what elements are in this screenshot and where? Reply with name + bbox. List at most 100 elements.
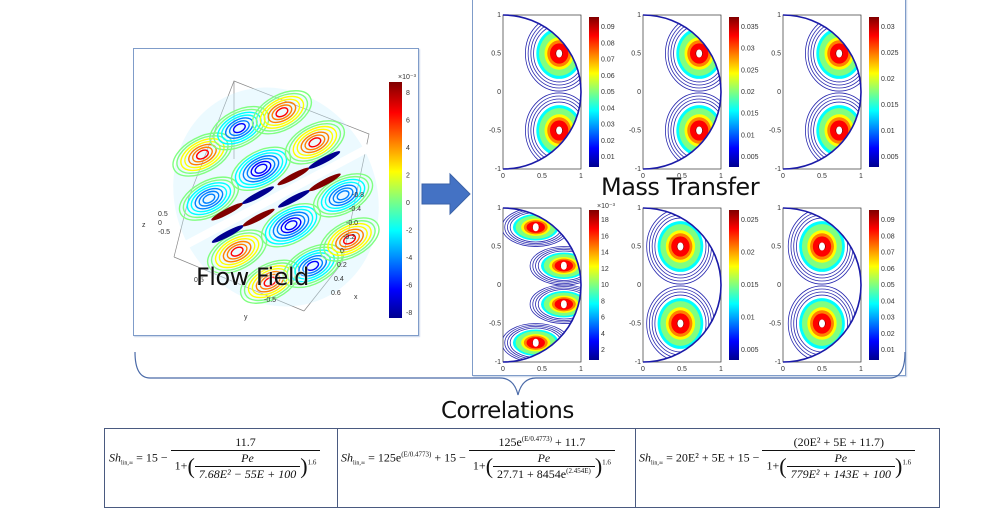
flow-contour bbox=[276, 214, 306, 237]
flow-contour bbox=[176, 135, 229, 174]
x-tick-label: 0.6 bbox=[331, 290, 341, 297]
x-tick-label: 0.5 bbox=[677, 173, 687, 180]
y-tick-label: 0 bbox=[777, 89, 781, 96]
x-tick-label: 1 bbox=[579, 173, 583, 180]
flow-contour bbox=[282, 243, 343, 289]
colorbar-tick-label: 0.02 bbox=[601, 138, 615, 145]
colorbar-tick-label: 12 bbox=[601, 266, 609, 273]
mass-transfer-label: Mass Transfer bbox=[601, 173, 760, 201]
x-tick-label: 0 bbox=[641, 173, 645, 180]
domain-boundary bbox=[642, 14, 722, 170]
colorbar-tick-label: 4 bbox=[601, 331, 605, 338]
flow-contour bbox=[288, 122, 342, 162]
y-tick-label: 0 bbox=[637, 89, 641, 96]
colorbar-tick-label: 0.04 bbox=[881, 298, 895, 305]
colorbar-tick-label: 0.01 bbox=[601, 154, 615, 161]
contour-level bbox=[532, 286, 581, 323]
flow-stripe bbox=[277, 167, 310, 186]
flow-stripe bbox=[242, 186, 275, 205]
contour-peak bbox=[677, 319, 684, 328]
y-tick-label: -0.5 bbox=[629, 321, 641, 328]
flow-stripe bbox=[211, 225, 244, 243]
flow-contour bbox=[320, 178, 366, 212]
contour-level bbox=[535, 249, 581, 283]
flow-contour bbox=[209, 105, 270, 151]
flow-contour bbox=[300, 131, 330, 154]
domain-boundary bbox=[502, 207, 582, 363]
colorbar-tick-label: 0.01 bbox=[881, 128, 895, 135]
x-tick-label: 0 bbox=[340, 248, 344, 255]
y-tick-label: 0.5 bbox=[771, 51, 781, 58]
flow-contour bbox=[319, 217, 380, 262]
x-tick-label: 0 bbox=[641, 366, 645, 373]
correlation-cell-3: Shlin,∞ = 20E² + 5E + 15 − (20E² + 5E + … bbox=[635, 429, 939, 507]
colorbar-tick-label: 0.025 bbox=[741, 67, 759, 74]
flow-contour bbox=[328, 184, 358, 207]
x-tick-label: 0.2 bbox=[337, 262, 347, 269]
flow-contour bbox=[213, 108, 266, 148]
flow-contour bbox=[232, 122, 246, 134]
flow-contour bbox=[251, 90, 313, 135]
x-tick-label: 0 bbox=[501, 366, 505, 373]
x-tick-label: 0.5 bbox=[677, 366, 687, 373]
flow-field-3d-plot: 0.5 0 -0.5 z -0.8 -0.4 -0.0 -0.2 0 0.2 0.4 0.6 x 0.5 -… bbox=[142, 80, 380, 321]
flow-contour bbox=[243, 262, 297, 302]
colorbar-tick-label: 0.04 bbox=[601, 105, 615, 112]
colorbar-tick-label: 0.02 bbox=[741, 250, 755, 257]
x-tick-label: 1 bbox=[719, 173, 723, 180]
y-tick-label: 0.5 bbox=[491, 244, 501, 251]
y-tick-label: 0.5 bbox=[631, 244, 641, 251]
flow-contour bbox=[250, 160, 272, 177]
y-tick-label: -1 bbox=[495, 359, 501, 366]
contour-peak bbox=[556, 49, 563, 58]
flow-contour bbox=[306, 260, 320, 272]
colorbar-tick-label: 0.025 bbox=[741, 217, 759, 224]
flow-contour bbox=[239, 259, 301, 304]
x-tick-label: -0.0 bbox=[346, 220, 358, 227]
flow-contour bbox=[267, 101, 297, 124]
colorbar-tick-label: 0.08 bbox=[601, 40, 615, 47]
colorbar-exponent: ×10⁻³ bbox=[597, 203, 616, 210]
colorbar-tick-label: 10 bbox=[601, 282, 609, 289]
flow-field-label: Flow Field bbox=[196, 263, 309, 291]
flow-contour bbox=[186, 182, 232, 216]
flow-contour bbox=[323, 220, 376, 259]
contour-peak bbox=[819, 319, 825, 328]
flow-contour bbox=[263, 98, 301, 127]
x-tick-label: 0.5 bbox=[817, 366, 827, 373]
flow-contour bbox=[331, 225, 368, 254]
correlation-equation-1: Shlin,∞ = 15 − 11.7 1+(Pe 7.68E² − 55E + … bbox=[109, 435, 321, 482]
mass-transfer-plot-a: 10.50-0.5-10 0.5 10.090.080.070.060.050.04… bbox=[489, 12, 615, 180]
colorbar-tick-label: 0.07 bbox=[881, 250, 895, 257]
colorbar-tick-label: 2 bbox=[601, 347, 605, 354]
contour-level bbox=[537, 289, 581, 320]
contour-peak bbox=[836, 126, 843, 135]
flow-field-colorbar: ×10⁻³ 8 6 4 2 0 -2 -4 -6 -8 bbox=[389, 74, 417, 318]
colorbar-tick-label: 0.005 bbox=[741, 347, 759, 354]
colorbar-tick-label: -4 bbox=[406, 255, 412, 262]
colorbar-tick-label: 0.07 bbox=[601, 57, 615, 64]
flow-stripe bbox=[277, 189, 310, 208]
y-tick-label: 0.5 bbox=[631, 51, 641, 58]
colorbar-tick-label: -2 bbox=[406, 228, 412, 235]
flow-stripe bbox=[242, 208, 275, 227]
correlation-equation-3: Shlin,∞ = 20E² + 5E + 15 − (20E² + 5E + … bbox=[639, 435, 916, 482]
flow-contour bbox=[312, 173, 374, 218]
y-tick-label: 0 bbox=[637, 282, 641, 289]
colorbar-tick-label: 0.015 bbox=[741, 111, 759, 118]
x-tick-label: -0.4 bbox=[349, 206, 361, 213]
correlation-equation-2: Shlin,∞ = 125e(E/0.4773) + 15 − 125e(E/0… bbox=[341, 435, 615, 482]
correlation-cell-2: Shlin,∞ = 125e(E/0.4773) + 15 − 125e(E/0… bbox=[337, 429, 636, 507]
y-tick-label: 0 bbox=[497, 282, 501, 289]
colorbar bbox=[589, 17, 599, 167]
flow-contour bbox=[327, 222, 372, 256]
correlations-table: Shlin,∞ = 15 − 11.7 1+(Pe 7.68E² − 55E + … bbox=[104, 428, 940, 508]
colorbar-tick-label: 14 bbox=[601, 250, 609, 257]
flow-field-panel: 0.5 0 -0.5 z -0.8 -0.4 -0.0 -0.2 0 0.2 0.4 0.6 x 0.5 -… bbox=[133, 48, 419, 336]
flow-contour bbox=[222, 240, 252, 263]
x-tick-label: 1 bbox=[859, 366, 863, 373]
y-tick-label: 1 bbox=[777, 12, 781, 19]
flow-contour bbox=[343, 234, 357, 245]
flow-contour bbox=[275, 107, 289, 118]
x-tick-label: 0 bbox=[781, 173, 785, 180]
